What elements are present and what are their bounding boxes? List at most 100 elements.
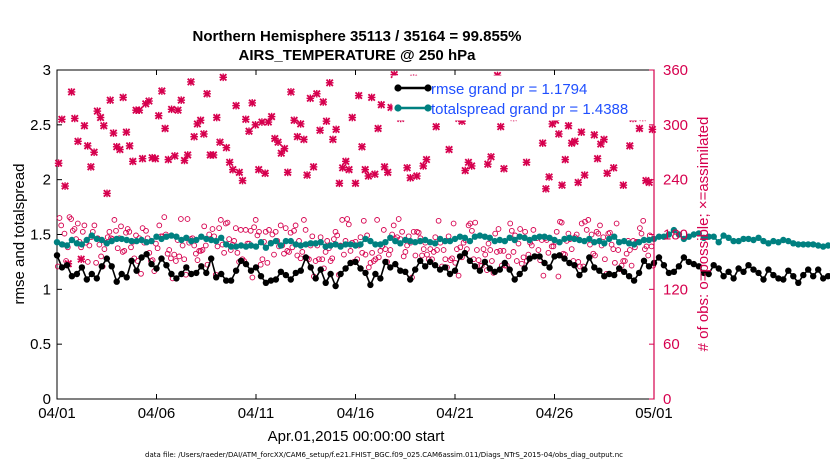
obs-assimilated-point (300, 135, 308, 144)
totalspread-point (431, 240, 439, 247)
obs-assimilated-point (106, 96, 115, 104)
totalspread-point (790, 240, 797, 247)
totalspread-point (596, 237, 603, 245)
rmse-point (282, 271, 290, 279)
rmse-point (173, 275, 180, 282)
chart-subtitle: AIRS_TEMPERATURE @ 250 hPa (239, 47, 477, 64)
totalspread-point (526, 236, 533, 244)
totalspread-point (103, 240, 111, 247)
totalspread-point (237, 242, 245, 249)
obs-possible-point (427, 246, 434, 252)
obs-assimilated-point (103, 189, 111, 198)
obs-possible-point (173, 258, 179, 264)
y2-tick-label: 0 (663, 391, 671, 408)
rmse-point (143, 251, 150, 258)
obs-possible-point (472, 219, 479, 226)
obs-possible-point (415, 229, 422, 236)
rmse-point (660, 262, 668, 269)
obs-assimilated-point (561, 155, 570, 164)
totalspread-point (133, 237, 140, 245)
totalspread-point (143, 239, 150, 246)
obs-assimilated-point (590, 131, 599, 139)
totalspread-point (536, 233, 543, 240)
obs-possible-point (184, 216, 191, 222)
obs-assimilated-point (161, 124, 169, 133)
obs-assimilated-point (219, 73, 228, 82)
totalspread-point (521, 234, 528, 241)
obs-possible-point (517, 226, 523, 232)
totalspread-point (203, 235, 210, 243)
obs-assimilated-point (367, 93, 376, 102)
obs-possible-point (81, 222, 88, 229)
rmse-point (317, 266, 324, 273)
totalspread-point (213, 237, 220, 245)
obs-assimilated-point (258, 118, 266, 126)
rmse-point (655, 254, 663, 261)
totalspread-point (173, 233, 180, 240)
totalspread-point (511, 236, 518, 244)
obs-assimilated-point (296, 120, 305, 128)
obs-possible-point (166, 247, 173, 253)
rmse-point (53, 252, 61, 259)
rmse-point (153, 265, 160, 272)
totalspread-point (441, 237, 449, 245)
obs-assimilated-point (116, 145, 124, 154)
obs-assimilated-point (225, 158, 234, 167)
y2-axis-label: # of obs: o=possible; ×=assimilated (695, 117, 712, 352)
chart-title: Northern Hemisphere 35113 / 35164 = 99.8… (193, 28, 522, 45)
rmse-point (466, 257, 474, 264)
totalspread-point (591, 239, 598, 246)
rmse-point (740, 268, 747, 275)
obs-possible-point (226, 236, 232, 242)
rmse-point (417, 257, 424, 264)
obs-possible-point (331, 236, 337, 242)
obs-possible-point (435, 217, 442, 224)
rmse-point (168, 270, 175, 278)
obs-assimilated-point (335, 179, 344, 188)
totalspread-point (252, 243, 260, 250)
obs-assimilated-point (158, 87, 166, 95)
totalspread-point (53, 239, 61, 246)
totalspread-point (392, 237, 399, 245)
rmse-point (591, 264, 598, 271)
rmse-point (625, 273, 633, 280)
legend-marker-totalspread (394, 104, 402, 112)
obs-assimilated-point (483, 160, 492, 168)
obs-assimilated-point (306, 94, 315, 103)
obs-possible-point (266, 227, 272, 233)
totalspread-point (476, 232, 484, 239)
obs-assimilated-point (212, 113, 221, 122)
totalspread-point (123, 236, 130, 244)
obs-possible-point (316, 256, 322, 263)
totalspread-point (178, 236, 185, 244)
obs-assimilated-point (180, 156, 189, 165)
totalspread-point (800, 241, 807, 248)
rmse-point (765, 266, 772, 273)
totalspread-point (337, 243, 344, 250)
rmse-point (307, 264, 314, 271)
obs-assimilated-point (74, 137, 82, 146)
totalspread-point (571, 235, 578, 243)
obs-possible-point (535, 247, 542, 253)
obs-possible-point (106, 228, 113, 235)
obs-possible-point (612, 259, 618, 266)
obs-possible-point (181, 256, 188, 263)
totalspread-point (606, 235, 613, 243)
totalspread-point (292, 241, 299, 248)
obs-possible-point (475, 257, 482, 263)
obs-assimilated-point (177, 96, 186, 104)
totalspread-point (461, 234, 469, 241)
obs-possible-point (93, 259, 99, 266)
rmse-point (561, 255, 568, 262)
rmse-point (790, 273, 797, 280)
obs-possible-point (324, 238, 331, 244)
obs-assimilated-point (564, 121, 573, 130)
rmse-point (128, 257, 135, 264)
totalspread-point (635, 239, 643, 246)
rmse-point (426, 258, 434, 266)
rmse-point (760, 276, 767, 283)
obs-possible-point (500, 248, 507, 254)
obs-possible-point (434, 247, 440, 253)
obs-possible-point (199, 247, 206, 253)
obs-assimilated-point (332, 125, 340, 134)
